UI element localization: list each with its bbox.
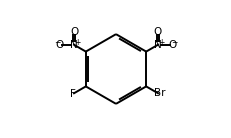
Text: F: F	[69, 89, 75, 99]
Text: N: N	[70, 40, 78, 50]
Text: Br: Br	[153, 88, 165, 98]
Text: O: O	[70, 27, 78, 37]
Text: +: +	[74, 38, 81, 47]
Text: +: +	[158, 38, 164, 47]
Text: −: −	[171, 38, 177, 47]
Text: N: N	[153, 40, 161, 50]
Text: O: O	[167, 40, 175, 50]
Text: −: −	[54, 38, 60, 47]
Text: O: O	[56, 40, 64, 50]
Text: O: O	[153, 27, 161, 37]
